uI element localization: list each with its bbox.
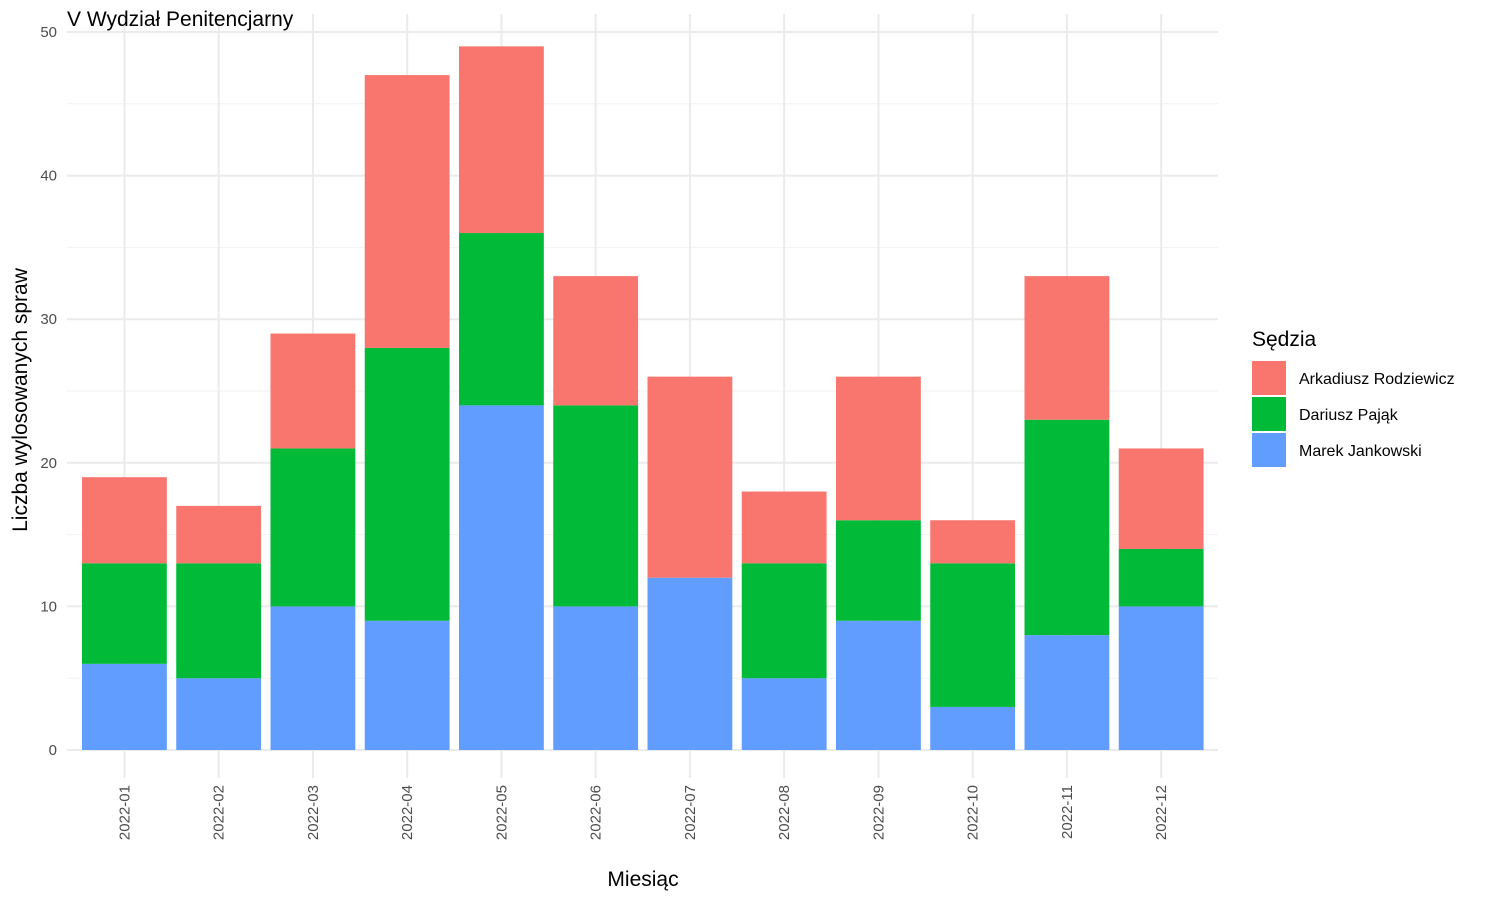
bar-segment (176, 505, 262, 564)
x-axis-ticks: 2022-01 2022-02 2022-03 2022-04 2022-05 2022-… (116, 785, 1170, 840)
y-tick-label: 0 (49, 742, 57, 759)
legend-swatch (1252, 361, 1286, 395)
bar-segment (82, 563, 167, 664)
bar-segment (741, 491, 827, 564)
bar-segment (1118, 548, 1204, 607)
y-axis-title: Liczba wylosowanych spraw (9, 267, 32, 532)
x-tick-label: 2022-08 (776, 785, 793, 840)
legend-label: Dariusz Pająk (1299, 407, 1399, 424)
legend-swatch (1252, 397, 1286, 431)
bar-segment (459, 46, 544, 234)
x-tick-label: 2022-11 (1059, 785, 1076, 839)
legend-title: Sędzia (1252, 328, 1317, 351)
bar-segment (459, 233, 544, 406)
bar-segment (647, 577, 733, 750)
legend-label: Marek Jankowski (1299, 443, 1422, 460)
bar-segment (930, 563, 1016, 707)
bar-segment (270, 448, 356, 607)
bar-segment (1118, 448, 1204, 549)
bar-segment (364, 620, 450, 750)
bar-segment (553, 606, 639, 750)
bar-segment (553, 405, 639, 607)
bar-segment (1118, 606, 1204, 750)
bar-segment (270, 333, 356, 449)
legend-label: Arkadiusz Rodziewicz (1299, 371, 1455, 388)
x-tick-label: 2022-04 (399, 785, 416, 840)
bar-stacks (82, 46, 1204, 750)
bar-segment (176, 678, 262, 750)
legend: Sędzia Arkadiusz Rodziewicz Dariusz Pająk… (1252, 328, 1455, 467)
x-axis-title: Miesiąc (607, 868, 678, 891)
bar-segment (1024, 635, 1110, 750)
chart-title: V Wydział Penitencjarny (67, 8, 294, 31)
bar-segment (1024, 419, 1110, 636)
bar-segment (836, 620, 921, 750)
bar-segment (741, 678, 827, 750)
bar-segment (364, 75, 450, 348)
x-tick-label: 2022-02 (211, 785, 228, 840)
bar-segment (1024, 276, 1110, 420)
x-tick-label: 2022-12 (1153, 785, 1170, 840)
x-tick-label: 2022-03 (305, 785, 322, 840)
legend-swatch (1252, 433, 1286, 467)
bar-segment (930, 520, 1016, 564)
bar-segment (741, 563, 827, 679)
y-tick-label: 30 (40, 311, 57, 328)
bar-segment (459, 405, 544, 750)
x-tick-label: 2022-09 (870, 785, 887, 840)
y-tick-label: 50 (40, 24, 57, 41)
y-tick-label: 20 (40, 455, 57, 472)
bar-segment (176, 563, 262, 679)
x-tick-label: 2022-10 (965, 785, 982, 840)
x-tick-label: 2022-01 (116, 785, 133, 840)
bar-segment (82, 663, 167, 750)
y-tick-label: 10 (40, 598, 57, 615)
x-tick-label: 2022-05 (493, 785, 510, 840)
bar-segment (270, 606, 356, 750)
bar-segment (647, 376, 733, 578)
bar-segment (836, 376, 921, 521)
x-tick-label: 2022-07 (682, 785, 699, 840)
x-tick-label: 2022-06 (588, 785, 605, 840)
bar-segment (364, 347, 450, 621)
y-axis-ticks: 0 10 20 30 40 50 (40, 24, 57, 759)
bar-segment (553, 276, 639, 406)
y-tick-label: 40 (40, 168, 57, 185)
bar-segment (82, 477, 167, 564)
bar-segment (836, 520, 921, 621)
bar-segment (930, 706, 1016, 750)
